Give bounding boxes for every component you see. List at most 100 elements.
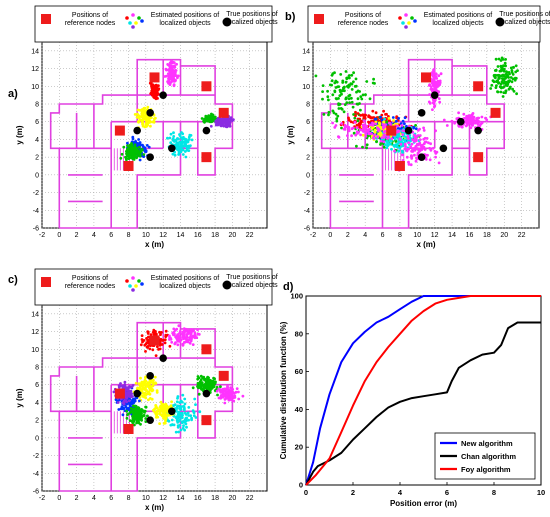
estimated-position-point — [191, 386, 195, 390]
estimated-position-point — [326, 95, 330, 99]
estimated-position-point — [473, 121, 477, 124]
estimated-position-point — [150, 397, 154, 401]
legend-reference-label: Positions of reference nodes — [65, 12, 116, 27]
estimated-position-point — [156, 97, 159, 100]
y-axis-label: Cumulative distribution function (%) — [279, 321, 288, 459]
true-position-marker — [133, 126, 141, 135]
estimated-position-point — [232, 399, 236, 403]
estimated-position-point — [350, 100, 354, 104]
estimated-position-point — [335, 119, 339, 123]
estimated-position-point — [495, 84, 498, 87]
legend-estimated-label: Estimated positions of localized objects — [151, 275, 220, 290]
estimated-position-point — [359, 114, 363, 117]
estimated-position-point — [322, 113, 326, 116]
estimated-position-point — [326, 89, 329, 93]
estimated-position-point — [387, 119, 391, 122]
estimated-position-point — [134, 147, 138, 151]
y-tick-label: 0 — [35, 172, 39, 179]
estimated-position-point — [153, 94, 156, 98]
estimated-position-point — [180, 416, 184, 420]
estimated-position-point — [144, 350, 147, 353]
estimated-position-point — [166, 136, 169, 140]
estimated-position-point — [140, 338, 144, 341]
estimated-position-point — [176, 407, 179, 410]
estimated-position-point — [373, 117, 377, 121]
estimated-position-point — [178, 401, 182, 404]
estimated-position-point — [175, 62, 179, 66]
estimated-position-point — [382, 120, 386, 124]
estimated-position-point — [442, 118, 446, 122]
estimated-position-point — [404, 145, 407, 148]
estimated-position-point — [174, 138, 178, 142]
estimated-position-point — [221, 121, 225, 124]
estimated-position-point — [514, 76, 518, 80]
estimated-position-point — [380, 136, 384, 140]
estimated-position-point — [144, 388, 148, 392]
estimated-position-point — [180, 147, 184, 151]
estimated-position-point — [345, 101, 349, 104]
estimated-position-point — [170, 400, 174, 404]
y-tick-label: 0 — [35, 435, 39, 442]
estimated-position-point — [405, 149, 409, 153]
y-tick-label: 2 — [306, 155, 310, 162]
estimated-position-point — [229, 389, 233, 393]
estimated-position-point — [152, 328, 156, 332]
true-position-marker — [133, 389, 141, 398]
cdf-legend-box — [434, 432, 536, 480]
estimated-position-point — [510, 69, 514, 72]
estimated-position-point — [356, 132, 359, 135]
estimated-position-point — [427, 141, 430, 145]
estimated-position-point — [429, 142, 432, 146]
estimated-position-point — [126, 389, 130, 392]
estimated-position-point — [343, 103, 347, 106]
y-tick-label: 2 — [35, 418, 39, 425]
legend-estimated-marker — [413, 19, 417, 23]
estimated-position-point — [228, 392, 232, 396]
estimated-position-point — [433, 76, 436, 80]
legend-reference-marker — [314, 14, 324, 24]
estimated-position-point — [137, 416, 141, 419]
estimated-position-point — [500, 74, 503, 78]
map-panel-3: -2 0 2 4 6 8 10 12 14 16 18 20 22 -6 -4 -2 0 2 4 6 8 10 12 14 x … — [15, 304, 268, 512]
estimated-position-point — [162, 422, 166, 425]
estimated-position-point — [359, 108, 362, 112]
estimated-position-point — [168, 344, 172, 348]
estimated-position-point — [397, 126, 400, 130]
estimated-position-point — [497, 57, 501, 61]
estimated-position-point — [409, 163, 413, 167]
estimated-position-point — [151, 348, 155, 352]
estimated-position-point — [158, 422, 162, 425]
estimated-position-point — [140, 147, 144, 151]
estimated-position-point — [133, 423, 136, 427]
estimated-position-point — [178, 330, 182, 333]
estimated-position-point — [181, 153, 185, 156]
estimated-position-point — [514, 64, 518, 68]
estimated-position-point — [163, 407, 167, 411]
estimated-position-point — [229, 116, 233, 119]
estimated-position-point — [197, 392, 201, 396]
legend-estimated-marker — [131, 276, 135, 280]
estimated-position-point — [182, 137, 186, 141]
estimated-position-point — [138, 399, 141, 403]
estimated-position-point — [219, 394, 223, 398]
estimated-position-point — [357, 122, 361, 126]
estimated-position-point — [428, 146, 431, 150]
estimated-position-point — [135, 115, 139, 119]
estimated-position-point — [127, 399, 131, 403]
legend-estimated-marker — [125, 279, 129, 283]
estimated-position-point — [334, 97, 338, 100]
true-position-marker — [146, 153, 154, 161]
map-legend-2: Positions of reference nodes Estimated pos… — [307, 5, 550, 43]
estimated-position-point — [409, 145, 412, 149]
estimated-position-point — [226, 388, 230, 391]
estimated-position-point — [186, 332, 190, 336]
estimated-position-point — [136, 120, 140, 123]
true-position-marker — [456, 117, 465, 126]
x-tick-label: 6 — [109, 495, 113, 502]
estimated-position-point — [424, 140, 428, 144]
true-position-marker — [159, 354, 167, 362]
true-position-marker — [168, 144, 176, 153]
x-tick-label: 14 — [177, 495, 185, 502]
estimated-position-point — [153, 375, 157, 379]
legend-text-line: Positions of — [72, 275, 108, 282]
